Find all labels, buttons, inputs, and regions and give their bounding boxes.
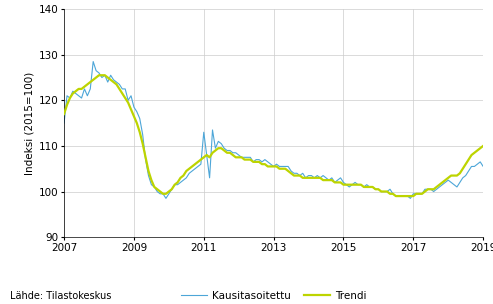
Trendi xyxy=(439,181,445,184)
Kausitasoitettu xyxy=(442,181,448,184)
Kausitasoitettu xyxy=(105,80,111,84)
Trendi xyxy=(105,76,111,79)
Trendi xyxy=(393,194,399,198)
Kausitasoitettu xyxy=(163,197,169,200)
Kausitasoitettu xyxy=(61,121,67,125)
Line: Trendi: Trendi xyxy=(64,75,493,196)
Y-axis label: Indeksi (2015=100): Indeksi (2015=100) xyxy=(25,71,35,175)
Kausitasoitettu xyxy=(376,187,382,191)
Kausitasoitettu xyxy=(218,142,224,146)
Trendi xyxy=(61,112,67,116)
Trendi xyxy=(96,73,102,77)
Line: Kausitasoitettu: Kausitasoitettu xyxy=(64,61,493,199)
Trendi xyxy=(215,147,221,150)
Trendi xyxy=(442,178,448,182)
Kausitasoitettu xyxy=(221,147,227,150)
Legend: Kausitasoitettu, Trendi: Kausitasoitettu, Trendi xyxy=(177,287,370,304)
Kausitasoitettu xyxy=(90,60,96,64)
Trendi xyxy=(373,187,379,191)
Kausitasoitettu xyxy=(439,183,445,187)
Trendi xyxy=(218,147,224,150)
Text: Lähde: Tilastokeskus: Lähde: Tilastokeskus xyxy=(10,291,111,301)
